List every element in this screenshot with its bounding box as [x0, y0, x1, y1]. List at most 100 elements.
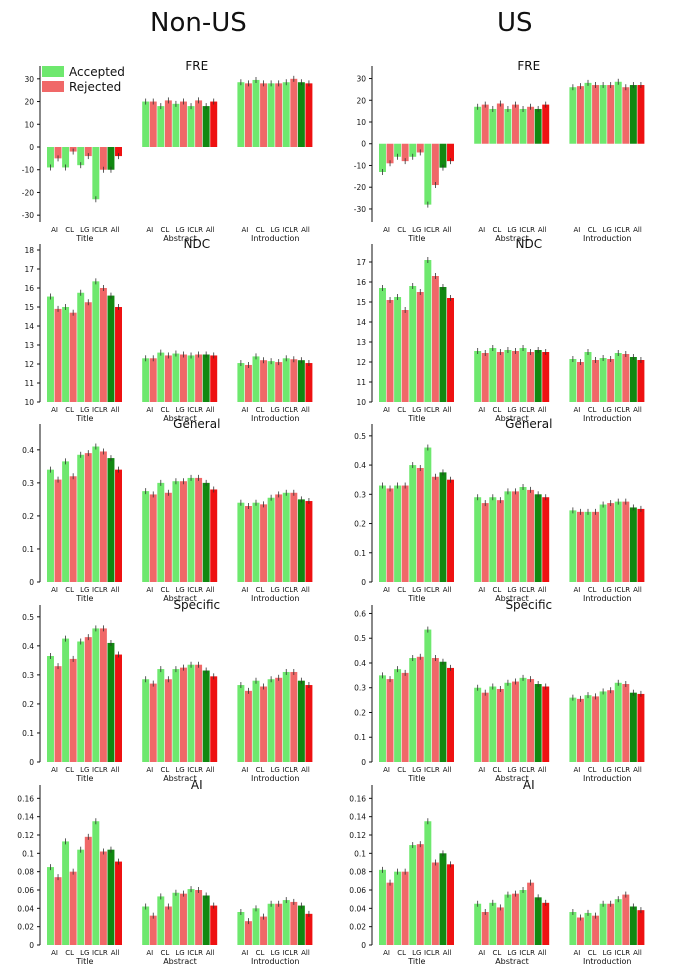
x-tick-label-us-fre: CL	[397, 226, 406, 234]
bar-non-us-ai-introduction-ai-rejected	[244, 921, 252, 945]
bar-us-specific-introduction-all-accepted	[629, 692, 637, 762]
bar-us-ai-title-iclr-rejected	[431, 862, 439, 945]
x-tick-label-non-us-fre: LG	[271, 226, 280, 234]
bar-non-us-ai-introduction-iclr-rejected	[290, 901, 298, 945]
bar-non-us-fre-introduction-ai-rejected	[244, 83, 252, 147]
y-tick-label-non-us-general: 0	[29, 578, 34, 587]
panel-title-us-specific: Specific	[505, 598, 552, 612]
x-tick-label-us-general: ICLR	[519, 586, 535, 594]
x-tick-label-us-ai: LG	[603, 949, 612, 957]
x-tick-label-us-ai: LG	[507, 949, 516, 957]
x-tick-label-non-us-ai: CL	[256, 949, 265, 957]
bar-us-ndc-introduction-all-accepted	[629, 357, 637, 402]
x-tick-label-us-specific: AI	[574, 766, 581, 774]
bar-non-us-ndc-title-ai-rejected	[54, 308, 62, 402]
bar-us-specific-introduction-ai-rejected	[576, 698, 584, 762]
x-tick-label-non-us-ai: CL	[65, 949, 74, 957]
x-tick-label-us-specific: LG	[412, 766, 421, 774]
bar-us-fre-introduction-ai-accepted	[569, 87, 577, 144]
x-tick-label-non-us-specific: ICLR	[282, 766, 298, 774]
x-tick-label-us-fre: LG	[412, 226, 421, 234]
bar-us-general-title-ai-accepted	[379, 485, 386, 582]
bar-non-us-ndc-abstract-ai-accepted	[142, 358, 150, 402]
bar-us-ai-abstract-ai-rejected	[481, 912, 489, 945]
bar-non-us-fre-title-all-rejected	[115, 147, 122, 157]
x-tick-label-non-us-specific: AI	[242, 766, 249, 774]
x-tick-label-non-us-general: ICLR	[187, 586, 203, 594]
bar-us-ndc-title-iclr-accepted	[424, 260, 432, 402]
x-tick-label-us-ndc: ICLR	[614, 406, 630, 414]
group-label-non-us-general-title: Title	[75, 594, 93, 603]
bar-us-fre-abstract-cl-rejected	[496, 103, 504, 144]
y-tick-label-non-us-specific: 0	[29, 758, 34, 767]
bar-non-us-ndc-title-cl-accepted	[62, 307, 70, 402]
x-tick-label-non-us-specific: LG	[80, 766, 89, 774]
bar-non-us-general-title-iclr-rejected	[99, 451, 107, 582]
y-tick-label-us-ndc: 15	[356, 298, 366, 307]
x-tick-label-us-fre: ICLR	[424, 226, 440, 234]
group-label-us-ai-introduction: Introduction	[583, 957, 631, 966]
bar-us-fre-title-all-accepted	[439, 143, 447, 168]
y-tick-label-us-fre: -10	[354, 161, 366, 170]
y-tick-label-us-ndc: 11	[356, 378, 366, 387]
bar-non-us-fre-abstract-iclr-rejected	[195, 100, 203, 147]
bar-us-fre-title-lg-rejected	[416, 143, 424, 153]
bar-non-us-ndc-abstract-lg-accepted	[172, 353, 180, 402]
y-tick-label-non-us-general: 0.1	[22, 545, 34, 554]
bar-non-us-specific-abstract-ai-rejected	[149, 683, 157, 762]
x-tick-label-us-general: LG	[603, 586, 612, 594]
legend-swatch-rejected	[42, 81, 64, 92]
x-tick-label-non-us-specific: ICLR	[92, 766, 108, 774]
bar-us-general-title-cl-accepted	[394, 485, 402, 582]
bar-non-us-ai-introduction-all-accepted	[297, 905, 305, 945]
group-label-non-us-fre-title: Title	[75, 234, 93, 243]
bar-us-ai-introduction-cl-accepted	[584, 912, 592, 945]
bar-non-us-ndc-abstract-all-rejected	[210, 355, 218, 402]
panel-title-us-ndc: NDC	[515, 237, 542, 251]
bar-non-us-general-abstract-lg-rejected	[180, 481, 187, 582]
group-label-non-us-general-abstract: Abstract	[163, 594, 197, 603]
bar-non-us-general-introduction-cl-accepted	[252, 502, 260, 582]
bar-us-general-introduction-ai-rejected	[576, 511, 584, 582]
x-tick-label-us-fre: All	[443, 226, 452, 234]
legend-label-accepted: Accepted	[69, 64, 125, 79]
y-tick-label-non-us-ai: 0.12	[17, 831, 34, 840]
bar-non-us-ndc-title-iclr-rejected	[99, 288, 107, 402]
group-label-us-ai-title: Title	[407, 957, 425, 966]
bar-us-ai-introduction-ai-rejected	[576, 917, 584, 945]
x-tick-label-non-us-ai: ICLR	[282, 949, 298, 957]
y-tick-label-us-specific: 0	[361, 758, 366, 767]
x-tick-label-us-specific: CL	[492, 766, 501, 774]
bar-us-fre-title-all-rejected	[447, 143, 454, 162]
x-tick-label-us-ndc: All	[538, 406, 547, 414]
bar-non-us-ai-introduction-lg-rejected	[275, 903, 283, 945]
x-tick-label-non-us-fre: All	[111, 226, 120, 234]
y-tick-label-us-specific: 0.3	[354, 684, 366, 693]
x-tick-label-us-ai: AI	[478, 949, 485, 957]
x-tick-label-non-us-general: AI	[242, 586, 249, 594]
bar-non-us-fre-title-ai-accepted	[47, 147, 54, 168]
x-tick-label-us-general: AI	[383, 586, 390, 594]
bar-non-us-specific-abstract-cl-rejected	[164, 679, 172, 762]
x-tick-label-us-ai: AI	[574, 949, 581, 957]
x-tick-label-us-general: ICLR	[424, 586, 440, 594]
bar-us-fre-abstract-ai-accepted	[474, 106, 482, 144]
bar-non-us-general-title-iclr-accepted	[92, 446, 100, 582]
x-tick-label-non-us-fre: All	[301, 226, 310, 234]
x-tick-label-non-us-ndc: LG	[175, 406, 184, 414]
x-tick-label-us-ndc: All	[443, 406, 452, 414]
y-tick-label-us-ai: 0.08	[349, 868, 366, 877]
bar-non-us-ai-abstract-cl-rejected	[164, 906, 172, 945]
column-title-non-us: Non-US	[150, 8, 247, 38]
panel-title-non-us-general: General	[173, 417, 220, 431]
bar-non-us-ai-title-ai-rejected	[54, 877, 62, 945]
y-tick-label-us-specific: 0.5	[354, 634, 366, 643]
bar-non-us-fre-introduction-lg-rejected	[275, 83, 283, 147]
x-tick-label-non-us-general: ICLR	[282, 586, 298, 594]
panel-title-non-us-ai: AI	[191, 778, 203, 792]
bar-us-ndc-introduction-lg-accepted	[599, 358, 607, 402]
bar-non-us-specific-abstract-iclr-rejected	[195, 664, 203, 762]
bar-non-us-specific-introduction-lg-accepted	[267, 679, 275, 762]
bar-non-us-ai-title-all-accepted	[107, 849, 115, 945]
bar-non-us-ndc-title-all-rejected	[115, 307, 122, 402]
